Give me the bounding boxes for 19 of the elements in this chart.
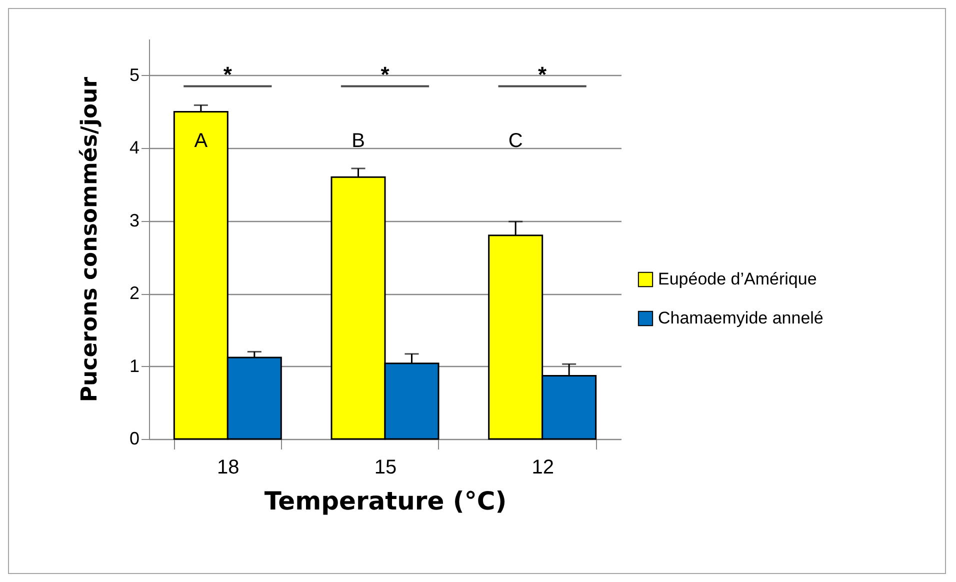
annotation: B (352, 130, 365, 152)
annotation: * (223, 62, 232, 88)
annotation: * (380, 62, 390, 88)
y-axis-title: Pucerons consommés/jour (77, 76, 102, 402)
y-tick-label: 2 (129, 283, 140, 304)
legend-label: Chamaemyide annelé (658, 308, 824, 328)
annotation: C (508, 130, 523, 152)
y-tick-label: 0 (129, 428, 140, 448)
y-tick-label: 4 (129, 138, 140, 158)
annotation: A (194, 130, 208, 152)
legend-label: Eupéode d’Amérique (658, 270, 817, 288)
y-tick-label: 5 (129, 64, 140, 85)
y-tick-label: 1 (129, 356, 140, 376)
x-tick-label: 18 (217, 456, 240, 478)
annotation: * (538, 62, 548, 88)
x-axis-title: Temperature (°C) (264, 486, 507, 516)
x-tick-label: 15 (374, 456, 397, 478)
y-tick-label: 3 (129, 210, 140, 230)
x-tick-label: 12 (532, 456, 554, 478)
